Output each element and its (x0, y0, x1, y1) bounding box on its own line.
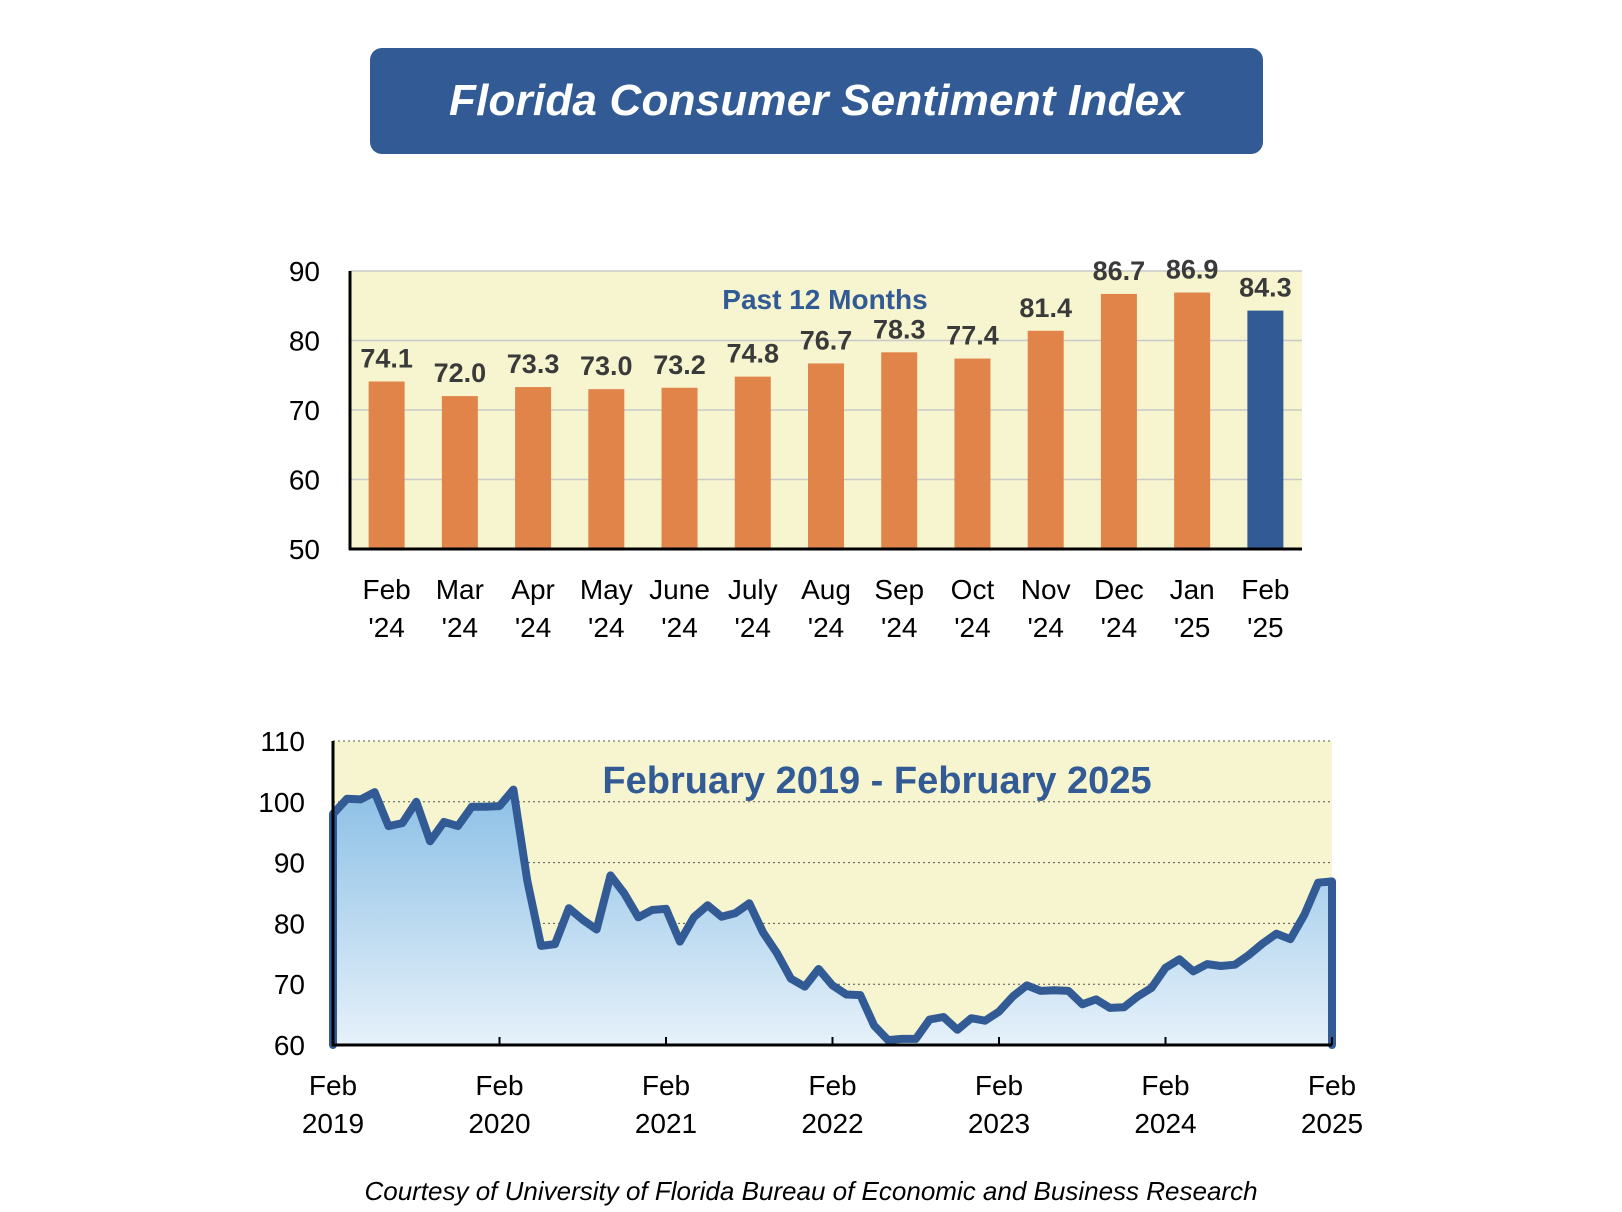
line-x-tick-label: 2020 (468, 1108, 530, 1139)
line-y-tick-label: 90 (274, 848, 305, 879)
bar-x-tick-label: '24 (442, 612, 479, 643)
bar (515, 387, 552, 549)
bar-x-tick-label: July (728, 574, 778, 605)
bar-chart-bars (368, 292, 1284, 549)
line-y-tick-label: 100 (258, 787, 305, 818)
line-chart-title: February 2019 - February 2025 (602, 760, 1151, 802)
bar (368, 381, 405, 549)
bar-chart: 74.1 72.0 73.3 73.0 73.2 74.8 76.7 78.3 77.4 81.4… (289, 255, 1302, 643)
bar-value-label: 73.2 (653, 350, 706, 380)
line-y-tick-label: 70 (274, 969, 305, 1000)
bar-x-tick-label: '24 (808, 612, 845, 643)
line-x-tick-label: Feb (1308, 1070, 1356, 1101)
bar-x-tick-label: '24 (881, 612, 918, 643)
bar-y-tick-label: 60 (289, 465, 320, 496)
bar-value-label: 73.0 (580, 351, 633, 381)
line-chart-x-ticks: Feb 2019 Feb 2020 Feb 2021 Feb 2022 Feb 2023 Feb 20… (302, 1070, 1363, 1139)
bar (441, 396, 478, 549)
bar-x-tick-label: '24 (515, 612, 552, 643)
bar-x-tick-label: '24 (368, 612, 405, 643)
bar-value-label: 73.3 (507, 349, 560, 379)
bar-chart-axes (348, 271, 1302, 551)
line-chart-axes (331, 741, 1333, 1047)
bar-x-tick-label: Jan (1170, 574, 1215, 605)
bar-y-tick-label: 80 (289, 326, 320, 357)
bar (1174, 292, 1211, 549)
bar-x-tick-label: May (580, 574, 633, 605)
bar-value-label: 72.0 (434, 358, 487, 388)
bar-x-tick-label: Mar (436, 574, 484, 605)
bar-chart-title: Past 12 Months (722, 284, 927, 315)
line-x-tick-label: Feb (808, 1070, 856, 1101)
line-x-tick-label: Feb (975, 1070, 1023, 1101)
line-x-tick-label: Feb (475, 1070, 523, 1101)
bar (1027, 330, 1064, 549)
bar (954, 358, 991, 549)
bar (881, 352, 918, 549)
bar-x-tick-label: '24 (588, 612, 625, 643)
bar-x-tick-label: Oct (951, 574, 995, 605)
bar-x-tick-label: '24 (954, 612, 991, 643)
bar-chart-value-labels: 74.1 72.0 73.3 73.0 73.2 74.8 76.7 78.3 77.4 81.4… (360, 255, 1291, 389)
series-line (329, 785, 1336, 1049)
bar-x-tick-label: Feb (362, 574, 410, 605)
bar-value-label: 77.4 (946, 321, 999, 351)
bar-x-tick-label: Nov (1021, 574, 1071, 605)
line-y-tick-label: 60 (274, 1030, 305, 1061)
bar (734, 376, 771, 549)
title-banner: Florida Consumer Sentiment Index (370, 48, 1263, 154)
line-x-tick-label: 2021 (635, 1108, 697, 1139)
bar-chart-x-ticks: Feb '24 Mar '24 Apr '24 May '24 June '24 July '24 Au… (362, 574, 1289, 643)
bar-y-tick-label: 90 (289, 256, 320, 287)
line-chart-area (329, 785, 1336, 1049)
bar-x-tick-label: '24 (735, 612, 772, 643)
line-x-tick-label: 2025 (1301, 1108, 1363, 1139)
line-y-tick-label: 80 (274, 908, 305, 939)
bar-x-tick-label: Sep (874, 574, 924, 605)
bar-x-tick-label: June (649, 574, 710, 605)
bar-value-label: 74.8 (726, 339, 779, 369)
line-x-tick-label: 2024 (1134, 1108, 1196, 1139)
bar (808, 363, 844, 549)
bar-chart-y-ticks: 50 60 70 80 90 (289, 256, 320, 565)
line-chart: 60 70 80 90 100 110 Feb 2019 Feb 2020 Feb 2021 Feb 2… (258, 726, 1363, 1139)
line-x-tick-label: Feb (1141, 1070, 1189, 1101)
bar-x-tick-label: '24 (1101, 612, 1138, 643)
line-x-tick-label: Feb (309, 1070, 357, 1101)
bar-x-tick-label: '25 (1247, 612, 1284, 643)
bar-y-tick-label: 50 (289, 534, 320, 565)
bar-y-tick-label: 70 (289, 395, 320, 426)
bar-x-tick-label: Aug (801, 574, 851, 605)
bar-x-tick-label: '24 (1027, 612, 1064, 643)
line-y-tick-label: 110 (260, 726, 305, 757)
line-x-tick-label: 2022 (801, 1108, 863, 1139)
bar (661, 387, 698, 549)
bar-x-tick-label: '25 (1174, 612, 1211, 643)
bar (588, 389, 625, 549)
bar (1100, 293, 1137, 549)
line-x-tick-label: Feb (642, 1070, 690, 1101)
line-x-tick-label: 2023 (968, 1108, 1030, 1139)
bar-x-tick-label: Dec (1094, 574, 1144, 605)
line-chart-y-ticks: 60 70 80 90 100 110 (258, 726, 305, 1061)
bar-x-tick-label: Feb (1241, 574, 1289, 605)
bar-x-tick-label: Apr (511, 574, 555, 605)
area-fill (333, 789, 1332, 1045)
bar-x-tick-label: '24 (661, 612, 698, 643)
footer-credit: Courtesy of University of Florida Bureau… (364, 1176, 1258, 1206)
bar-value-label: 78.3 (873, 314, 926, 344)
bar (1247, 310, 1284, 549)
bar-value-label: 76.7 (800, 325, 853, 355)
line-x-tick-label: 2019 (302, 1108, 364, 1139)
page-title: Florida Consumer Sentiment Index (449, 76, 1184, 125)
bar-value-label: 86.9 (1166, 255, 1219, 285)
bar-value-label: 84.3 (1239, 273, 1292, 303)
bar-value-label: 86.7 (1093, 256, 1146, 286)
bar-value-label: 81.4 (1019, 293, 1072, 323)
bar-value-label: 74.1 (360, 344, 413, 374)
